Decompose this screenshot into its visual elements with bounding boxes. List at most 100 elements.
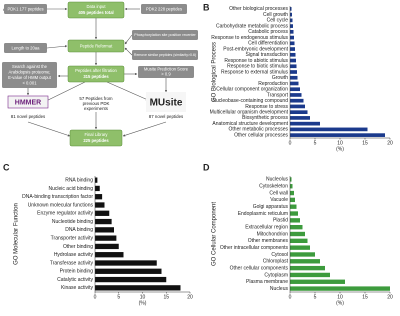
y-axis-label: GO Cellular Component bbox=[212, 202, 218, 266]
node-text: E-value of HMM output bbox=[8, 75, 52, 80]
bar bbox=[290, 12, 292, 17]
node-box bbox=[2, 62, 57, 88]
bar bbox=[95, 268, 162, 274]
bar bbox=[290, 47, 295, 51]
y-tick-label: Hydrolase activity bbox=[54, 252, 94, 258]
y-tick-label: Catalytic activity bbox=[57, 277, 93, 283]
bar bbox=[290, 58, 296, 63]
bar bbox=[290, 64, 297, 69]
bar bbox=[290, 35, 294, 40]
bar bbox=[290, 98, 304, 103]
y-tick-label: Cell cycle bbox=[267, 18, 289, 24]
y-tick-label: Multicellular organism development bbox=[210, 110, 289, 116]
y-tick-label: Reproduction bbox=[258, 81, 288, 87]
logo-text: HMMER bbox=[15, 99, 41, 106]
bar bbox=[95, 202, 105, 208]
arrow bbox=[124, 34, 133, 45]
node-box bbox=[67, 65, 125, 83]
y-tick-label: Other membranes bbox=[248, 238, 289, 244]
y-tick-label: Response to biotic stimulus bbox=[227, 64, 288, 70]
y-tick-label: Vacuole bbox=[270, 197, 288, 203]
x-tick-label: 0 bbox=[289, 294, 292, 300]
y-tick-label: Response to stress bbox=[245, 104, 288, 110]
y-tick-label: Anatomical structure development bbox=[212, 121, 288, 127]
bar bbox=[290, 110, 308, 115]
y-tick-label: RNA binding bbox=[65, 177, 93, 183]
bar bbox=[290, 24, 293, 28]
node-text: 315 peptides bbox=[83, 74, 109, 79]
x-tick-label: 15 bbox=[362, 140, 368, 146]
y-tick-label: Response to external stimulus bbox=[221, 69, 288, 75]
y-tick-label: Cell growth bbox=[263, 12, 288, 18]
y-tick-label: Response to endogenous stimulus bbox=[211, 35, 288, 41]
y-tick-label: Other cellular components bbox=[230, 265, 289, 271]
node-text: previous PDK bbox=[83, 101, 110, 106]
node-text: experiments bbox=[84, 106, 109, 111]
bar bbox=[290, 190, 294, 196]
node-box bbox=[138, 66, 194, 78]
y-tick-label: Cell differentiation bbox=[248, 41, 288, 47]
y-tick-label: Catabolic process bbox=[248, 29, 288, 35]
bar bbox=[95, 252, 124, 258]
y-tick-label: Cell wall bbox=[269, 190, 288, 196]
arrow bbox=[122, 121, 167, 137]
y-tick-label: Growth bbox=[272, 75, 288, 81]
node-text: 225 peptides bbox=[83, 138, 109, 143]
y-tick-label: Other intracellular components bbox=[220, 245, 289, 251]
bar bbox=[290, 41, 295, 46]
bar bbox=[290, 224, 303, 230]
y-tick-label: Nucleobase-containing compound bbox=[212, 98, 288, 104]
node-text: 57 Peptides from bbox=[79, 96, 113, 101]
y-tick-label: Other binding bbox=[63, 244, 93, 250]
bar bbox=[95, 185, 100, 192]
x-tick-label: 5 bbox=[314, 294, 317, 300]
y-tick-label: Post-embryonic development bbox=[223, 46, 288, 52]
bar bbox=[95, 285, 181, 291]
y-tick-label: Cytoskeleton bbox=[259, 184, 288, 190]
node-text: 81 novel peptides bbox=[11, 114, 46, 119]
logo-box bbox=[7, 95, 49, 109]
y-tick-label: Carbohydrate metabolic process bbox=[216, 23, 288, 29]
bar bbox=[290, 116, 310, 120]
bar bbox=[95, 177, 98, 183]
node-box bbox=[4, 43, 47, 53]
y-tick-label: Mitochondrion bbox=[257, 231, 289, 237]
bar bbox=[290, 286, 390, 291]
bar bbox=[290, 279, 345, 284]
logo-text: MUsite bbox=[150, 98, 183, 109]
node-box bbox=[67, 39, 125, 53]
bar bbox=[290, 245, 310, 250]
arrow bbox=[46, 45, 68, 49]
panel-label: C bbox=[3, 162, 10, 172]
bar bbox=[290, 87, 300, 92]
bar bbox=[290, 177, 292, 182]
y-tick-label: Golgi apparatus bbox=[253, 204, 289, 210]
bar bbox=[95, 260, 157, 266]
bar bbox=[95, 227, 114, 233]
y-tick-label: Nucleolus bbox=[266, 177, 288, 183]
node-text: Arabidopsis proteome; bbox=[9, 70, 51, 75]
bar bbox=[290, 197, 295, 203]
node-box bbox=[4, 4, 47, 14]
bar bbox=[290, 70, 297, 74]
y-tick-label: Signal transduction bbox=[245, 52, 288, 58]
bar bbox=[290, 81, 299, 86]
y-tick-label: Endoplasmic reticulum bbox=[238, 211, 288, 217]
bar bbox=[290, 272, 330, 278]
node-text: Musite Prediction Score bbox=[144, 67, 189, 72]
bar bbox=[95, 276, 167, 283]
y-tick-label: Nucleus bbox=[270, 286, 289, 292]
y-tick-label: Cellular component organization bbox=[216, 87, 288, 93]
arrow bbox=[124, 47, 133, 56]
x-tick-label: 20 bbox=[387, 294, 393, 300]
x-tick-label: 10 bbox=[337, 294, 343, 300]
bar bbox=[290, 29, 294, 34]
y-axis-label: GO Molecular Function bbox=[14, 203, 20, 265]
panel-label: D bbox=[203, 162, 210, 172]
y-tick-label: Enzyme regulator activity bbox=[37, 211, 93, 217]
node-text: < 0.001 bbox=[22, 81, 37, 86]
arrow bbox=[27, 121, 71, 137]
arrow bbox=[106, 81, 149, 101]
y-tick-label: Other biological processes bbox=[229, 6, 288, 12]
bar bbox=[290, 52, 296, 57]
